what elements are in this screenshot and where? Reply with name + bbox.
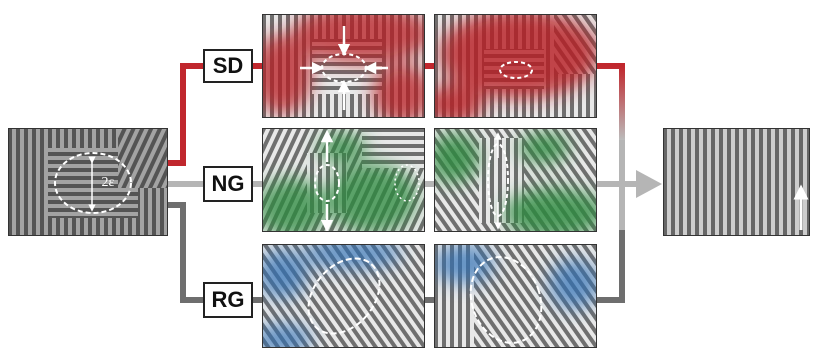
branch-boxes: SD NG RG [204,50,252,317]
ng-panel-1 [257,128,425,238]
sd-label: SD [213,53,244,78]
output-panel [663,128,810,236]
rg-panel-1 [252,239,425,349]
sd-panel-2 [424,9,599,124]
epsilon-label: 2ε [102,175,115,190]
rg-panel-2 [434,244,599,349]
output-arrow [636,170,662,198]
diagram: 2ε SD NG RG [0,0,816,349]
input-panel: 2ε [8,128,168,236]
sd-panel-1 [252,4,432,124]
ng-panel-2 [429,128,604,238]
ng-label: NG [212,171,245,196]
rg-label: RG [212,287,245,312]
